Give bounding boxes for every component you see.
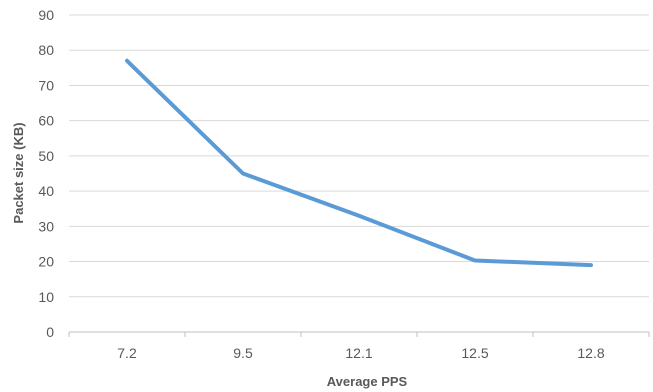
y-tick-label: 60 <box>38 113 54 129</box>
y-tick-label: 20 <box>38 254 54 270</box>
x-tick-label: 7.2 <box>117 345 137 361</box>
x-tick-label: 12.5 <box>461 345 488 361</box>
gridlines <box>68 14 650 337</box>
x-tick-labels: 7.2 9.5 12.1 12.5 12.8 <box>117 345 605 361</box>
x-tick-label: 12.1 <box>345 345 372 361</box>
y-tick-label: 70 <box>38 77 54 93</box>
y-tick-label: 80 <box>38 42 54 58</box>
y-tick-label: 40 <box>38 183 54 199</box>
series-layer <box>125 58 593 268</box>
y-tick-label: 30 <box>38 218 54 234</box>
y-tick-label: 90 <box>38 7 54 23</box>
x-axis-title: Average PPS <box>327 374 408 389</box>
y-axis-title: Packet size (KB) <box>11 122 26 223</box>
y-tick-label: 0 <box>46 324 54 340</box>
y-tick-label: 10 <box>38 289 54 305</box>
series-line <box>125 58 593 268</box>
x-tick-label: 12.8 <box>577 345 604 361</box>
x-tick-label: 9.5 <box>233 345 253 361</box>
y-tick-label: 50 <box>38 148 54 164</box>
y-tick-labels: 0 10 20 30 40 50 60 70 80 90 <box>38 7 54 340</box>
